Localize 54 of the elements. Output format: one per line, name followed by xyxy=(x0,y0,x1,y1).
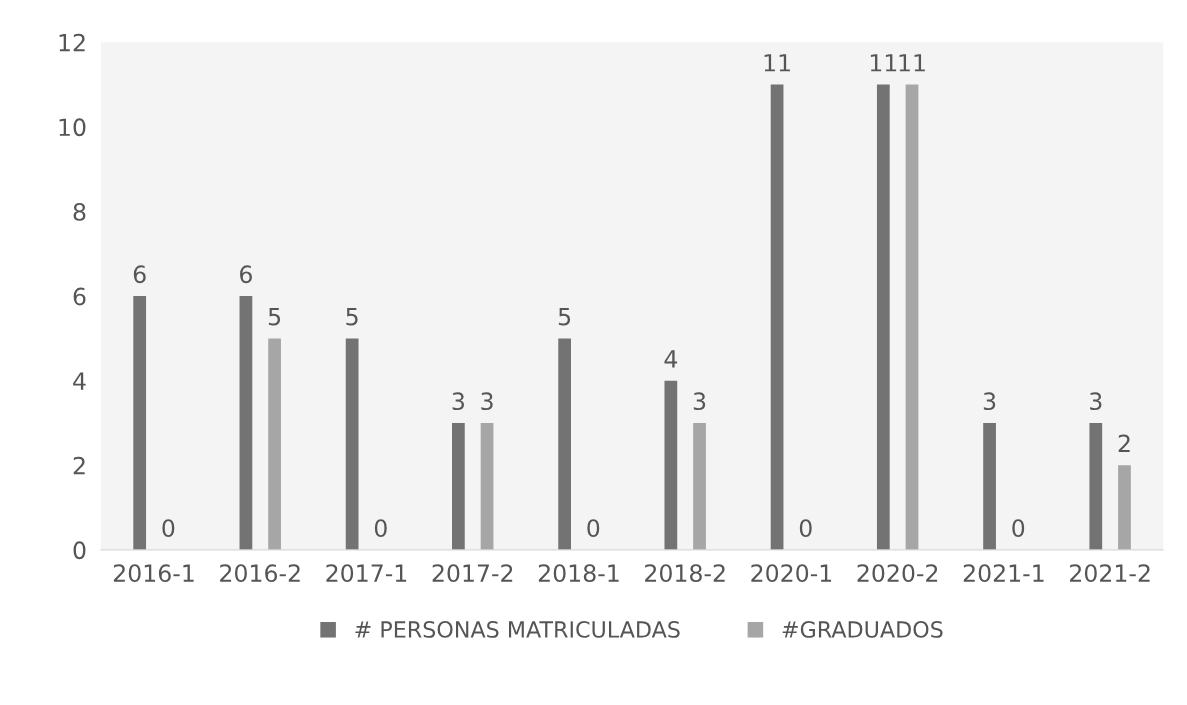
bar xyxy=(268,338,281,550)
data-label: 3 xyxy=(452,392,464,411)
bar xyxy=(133,296,147,550)
y-tick-label: 4 xyxy=(73,372,86,390)
data-label: 6 xyxy=(240,265,252,284)
x-tick-label: 2018-2 xyxy=(645,564,725,583)
data-label: 5 xyxy=(346,307,358,326)
y-tick-label: 2 xyxy=(73,456,85,475)
data-label: 3 xyxy=(983,392,996,411)
data-label: 0 xyxy=(162,519,175,537)
data-label: 11 xyxy=(899,54,925,72)
data-label: 3 xyxy=(693,392,706,411)
y-tick-label: 6 xyxy=(73,287,86,306)
x-tick-label: 2017-1 xyxy=(326,564,407,583)
bar xyxy=(1118,465,1131,550)
x-tick-label: 2016-1 xyxy=(113,564,194,583)
bar xyxy=(1089,423,1103,550)
bar xyxy=(905,84,919,550)
data-label: 0 xyxy=(374,519,387,537)
data-label: 5 xyxy=(558,307,571,326)
x-tick-label: 2017-2 xyxy=(432,564,513,583)
data-label: 0 xyxy=(1012,519,1025,537)
bar xyxy=(558,338,571,550)
data-label: 0 xyxy=(587,519,600,537)
bar xyxy=(876,84,890,550)
data-label: 3 xyxy=(481,392,493,411)
x-tick-label: 2021-2 xyxy=(1070,564,1150,583)
bar xyxy=(480,423,494,550)
bar xyxy=(345,338,359,550)
x-tick-label: 2020-2 xyxy=(857,564,938,583)
x-tick-label: 2018-1 xyxy=(538,564,619,583)
legend-label: #GRADUADOS xyxy=(782,621,943,638)
bar xyxy=(693,423,706,550)
data-label: 3 xyxy=(1090,392,1102,411)
x-tick-label: 2020-1 xyxy=(751,564,832,583)
bar xyxy=(983,423,996,550)
data-label: 6 xyxy=(133,265,146,284)
bar xyxy=(239,296,253,550)
bar xyxy=(452,423,465,550)
bar xyxy=(770,84,784,550)
x-tick-label: 2021-1 xyxy=(963,564,1044,583)
legend-label: # PERSONAS MATRICULADAS xyxy=(355,621,680,638)
y-tick-label: 12 xyxy=(59,33,85,52)
y-tick-label: 0 xyxy=(73,541,86,560)
data-label: 2 xyxy=(1118,434,1130,453)
bar xyxy=(664,380,678,550)
data-label: 11 xyxy=(764,54,790,72)
x-tick-label: 2016-2 xyxy=(220,564,300,583)
y-tick-label: 8 xyxy=(73,202,86,221)
y-tick-label: 10 xyxy=(59,118,86,137)
data-label: 5 xyxy=(268,307,281,326)
data-label: 4 xyxy=(664,350,678,368)
data-label: 0 xyxy=(799,519,812,537)
data-label: 11 xyxy=(870,54,897,72)
